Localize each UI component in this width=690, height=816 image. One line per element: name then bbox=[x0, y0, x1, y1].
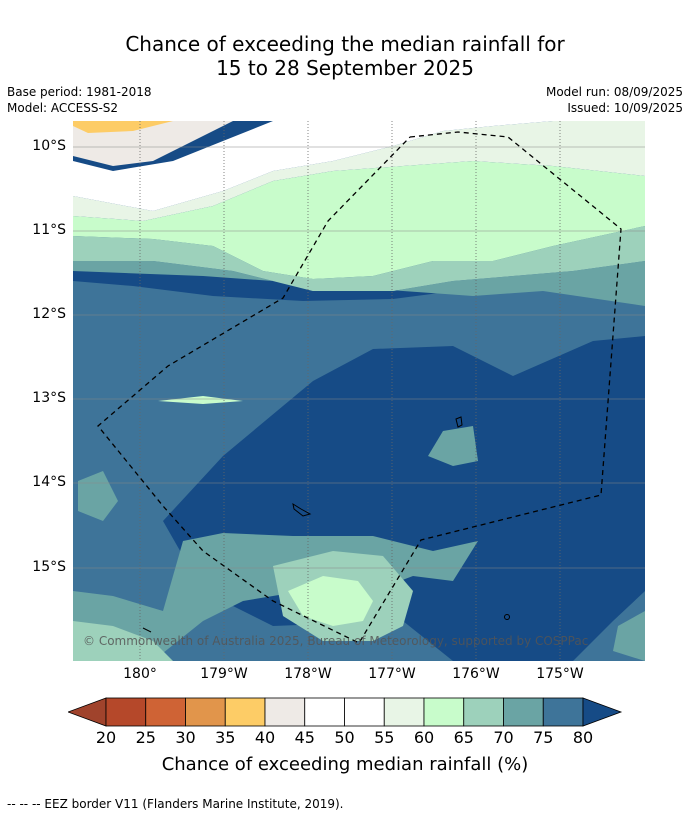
colorbar-swatch-above-80 bbox=[582, 697, 623, 727]
band-75 bbox=[73, 271, 645, 661]
lat-label-14s: 14°S bbox=[32, 474, 66, 490]
band-70 bbox=[73, 261, 645, 306]
eez-border bbox=[97, 131, 622, 644]
colorbar-swatch bbox=[185, 697, 226, 727]
colorbar-tick-label: 55 bbox=[374, 728, 395, 747]
map-title-line1: Chance of exceeding the median rainfall … bbox=[125, 32, 565, 56]
lon-label-179w: 179°W bbox=[200, 666, 248, 682]
lon-label-175w: 175°W bbox=[536, 666, 584, 682]
colorbar-tick-label: 50 bbox=[334, 728, 355, 747]
band-65 bbox=[73, 226, 645, 291]
colorbar-swatch bbox=[304, 697, 345, 727]
eez-legend-note: -- -- -- EEZ border V11 (Flanders Marine… bbox=[7, 797, 344, 811]
band-60 bbox=[73, 161, 645, 279]
lon-label-177w: 177°W bbox=[368, 666, 416, 682]
model-run-label: Model run: 08/09/2025 bbox=[545, 85, 683, 99]
band-70-island bbox=[428, 426, 478, 466]
lat-label-12s: 12°S bbox=[32, 306, 66, 322]
colorbar-tick-label: 40 bbox=[254, 728, 276, 747]
colorbar-swatch bbox=[145, 697, 186, 727]
colorbar-swatch bbox=[542, 697, 584, 727]
colorbar-swatch bbox=[264, 697, 306, 727]
colorbar-label: Chance of exceeding median rainfall (%) bbox=[161, 754, 529, 775]
band-45 bbox=[73, 121, 233, 166]
latitude-gridlines bbox=[73, 146, 645, 569]
island-futuna bbox=[292, 502, 312, 517]
map-title-line2: 15 to 28 September 2025 bbox=[216, 56, 474, 80]
band-70-se bbox=[613, 611, 645, 661]
colorbar-swatch-below-20 bbox=[68, 697, 107, 727]
map-copyright: © Commonwealth of Australia 2025, Bureau… bbox=[83, 634, 588, 648]
colorbar-tick-label: 75 bbox=[533, 728, 554, 747]
colorbar-tick-label: 25 bbox=[135, 728, 156, 747]
band-60-streak bbox=[158, 396, 243, 404]
colorbar-tick-label: 65 bbox=[453, 728, 474, 747]
colorbar-tick-label: 35 bbox=[215, 728, 236, 747]
band-60-south bbox=[288, 576, 373, 626]
band-70-sw bbox=[78, 471, 118, 521]
colorbar-swatch bbox=[463, 697, 504, 727]
lat-label-15s: 15°S bbox=[32, 559, 66, 575]
colorbar-tick-label: 70 bbox=[493, 728, 514, 747]
colorbar-swatch bbox=[383, 697, 425, 727]
colorbar-tick-label: 20 bbox=[95, 728, 117, 747]
island-wallis bbox=[455, 416, 463, 428]
island-small bbox=[504, 614, 510, 620]
lat-label-10s: 10°S bbox=[32, 138, 66, 154]
lon-label-178w: 178°W bbox=[284, 666, 332, 682]
band-65-sw bbox=[73, 621, 173, 661]
island-sw bbox=[142, 627, 152, 633]
model-label: Model: ACCESS-S2 bbox=[7, 101, 119, 115]
colorbar-tick-label: 45 bbox=[294, 728, 315, 747]
colorbar bbox=[68, 697, 623, 727]
colorbar-tick-label: 60 bbox=[413, 728, 435, 747]
lat-label-11s: 11°S bbox=[32, 222, 66, 238]
lon-label-180: 180° bbox=[123, 666, 157, 682]
colorbar-swatch bbox=[105, 697, 147, 727]
rainfall-probability-map: © Commonwealth of Australia 2025, Bureau… bbox=[73, 121, 645, 661]
longitude-gridlines bbox=[139, 121, 561, 661]
colorbar-swatch bbox=[423, 697, 465, 727]
colorbar-swatch bbox=[224, 697, 266, 727]
base-period-label: Base period: 1981-2018 bbox=[7, 85, 152, 99]
colorbar-tick-label: 80 bbox=[572, 728, 594, 747]
colorbar-swatch bbox=[503, 697, 544, 727]
issued-label: Issued: 10/09/2025 bbox=[567, 101, 683, 115]
lat-label-13s: 13°S bbox=[32, 390, 66, 406]
lon-label-176w: 176°W bbox=[452, 666, 500, 682]
colorbar-tick-label: 30 bbox=[175, 728, 196, 747]
band-40 bbox=[73, 121, 173, 133]
band-55 bbox=[73, 121, 645, 221]
band-50 bbox=[73, 121, 553, 211]
colorbar-swatch bbox=[344, 697, 385, 727]
